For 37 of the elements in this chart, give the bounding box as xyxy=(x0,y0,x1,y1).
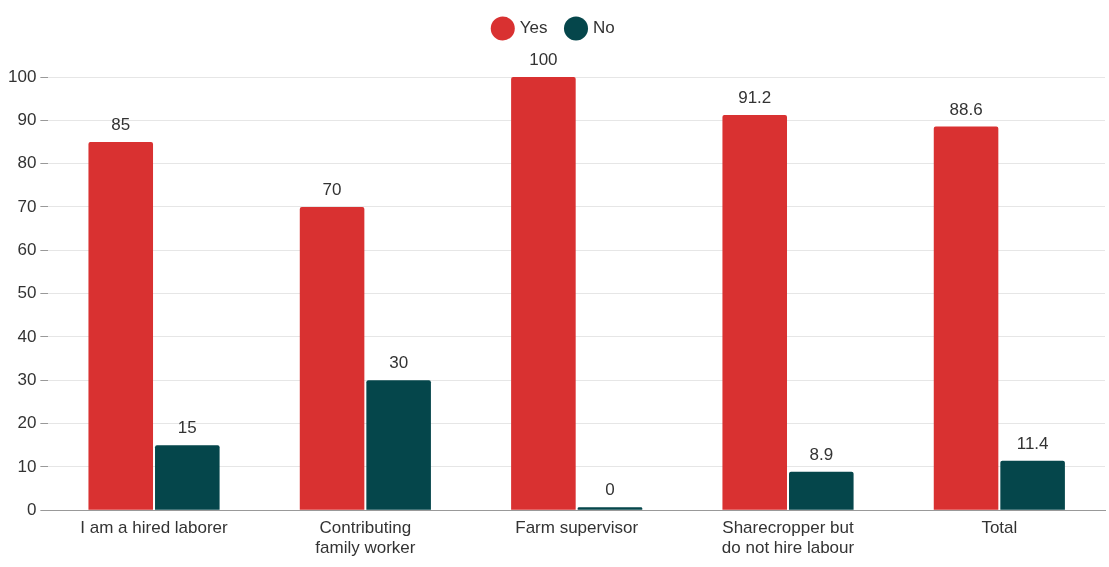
data-label: 0 xyxy=(605,480,615,500)
x-tick-label: Contributing family worker xyxy=(315,518,416,558)
legend-label: Yes xyxy=(519,18,548,38)
data-label: 30 xyxy=(389,353,409,373)
x-tick-label: I am a hired laborer xyxy=(80,518,229,538)
data-label: 85 xyxy=(111,115,131,135)
y-tick-label: 60 xyxy=(17,239,37,259)
bar xyxy=(933,126,999,510)
y-tick-label: 40 xyxy=(17,326,37,346)
y-tick-label: 90 xyxy=(17,110,37,130)
bar xyxy=(155,445,220,510)
x-tick-label: Farm supervisor xyxy=(515,518,639,538)
bar xyxy=(366,380,431,510)
data-label: 91.2 xyxy=(738,88,772,108)
x-tick-label: Sharecropper but do not hire labour xyxy=(721,518,855,558)
x-tick-label: Total xyxy=(981,518,1018,538)
legend-label: No xyxy=(593,18,615,38)
y-tick-label: 70 xyxy=(17,196,37,216)
bar xyxy=(511,77,576,510)
bar xyxy=(88,141,154,510)
data-label: 8.9 xyxy=(809,444,834,464)
data-label: 100 xyxy=(529,50,558,70)
data-label: 11.4 xyxy=(1016,434,1049,453)
y-tick-label: 100 xyxy=(7,66,37,86)
data-label: 70 xyxy=(322,180,342,200)
bar xyxy=(789,471,854,510)
data-label: 15 xyxy=(177,418,197,438)
y-tick-label: 0 xyxy=(26,499,37,519)
y-tick-label: 50 xyxy=(17,283,37,303)
data-label: 88.6 xyxy=(949,99,983,119)
bar xyxy=(1000,460,1065,510)
y-tick-label: 30 xyxy=(17,369,37,389)
bar xyxy=(299,206,365,510)
y-tick-label: 80 xyxy=(17,153,37,173)
bar xyxy=(722,115,788,510)
y-tick-label: 20 xyxy=(17,413,37,433)
y-tick-label: 10 xyxy=(17,456,37,476)
